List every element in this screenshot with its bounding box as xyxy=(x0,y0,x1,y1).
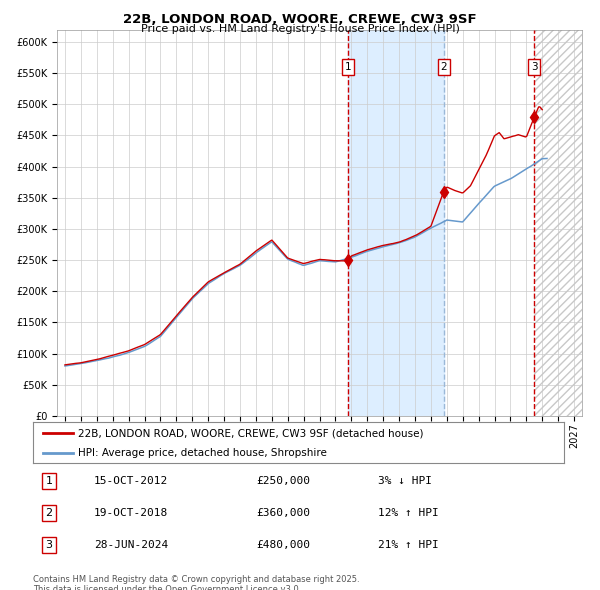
Text: 1: 1 xyxy=(344,62,351,72)
Text: 3: 3 xyxy=(531,62,538,72)
Text: 2: 2 xyxy=(46,508,52,518)
Text: HPI: Average price, detached house, Shropshire: HPI: Average price, detached house, Shro… xyxy=(78,448,327,458)
Text: 21% ↑ HPI: 21% ↑ HPI xyxy=(378,540,439,550)
Text: 28-JUN-2024: 28-JUN-2024 xyxy=(94,540,169,550)
Bar xyxy=(348,30,443,416)
Text: 3: 3 xyxy=(46,540,52,550)
Text: £250,000: £250,000 xyxy=(256,476,310,486)
Text: 22B, LONDON ROAD, WOORE, CREWE, CW3 9SF (detached house): 22B, LONDON ROAD, WOORE, CREWE, CW3 9SF … xyxy=(78,428,424,438)
Bar xyxy=(534,30,582,416)
Text: 12% ↑ HPI: 12% ↑ HPI xyxy=(378,508,439,518)
Text: 3% ↓ HPI: 3% ↓ HPI xyxy=(378,476,432,486)
Text: £480,000: £480,000 xyxy=(256,540,310,550)
Bar xyxy=(534,30,582,416)
Text: £360,000: £360,000 xyxy=(256,508,310,518)
Text: 19-OCT-2018: 19-OCT-2018 xyxy=(94,508,169,518)
Text: 1: 1 xyxy=(46,476,52,486)
Text: Contains HM Land Registry data © Crown copyright and database right 2025.
This d: Contains HM Land Registry data © Crown c… xyxy=(33,575,359,590)
Text: Price paid vs. HM Land Registry's House Price Index (HPI): Price paid vs. HM Land Registry's House … xyxy=(140,24,460,34)
Text: 2: 2 xyxy=(440,62,447,72)
Text: 22B, LONDON ROAD, WOORE, CREWE, CW3 9SF: 22B, LONDON ROAD, WOORE, CREWE, CW3 9SF xyxy=(123,13,477,26)
Text: 15-OCT-2012: 15-OCT-2012 xyxy=(94,476,169,486)
